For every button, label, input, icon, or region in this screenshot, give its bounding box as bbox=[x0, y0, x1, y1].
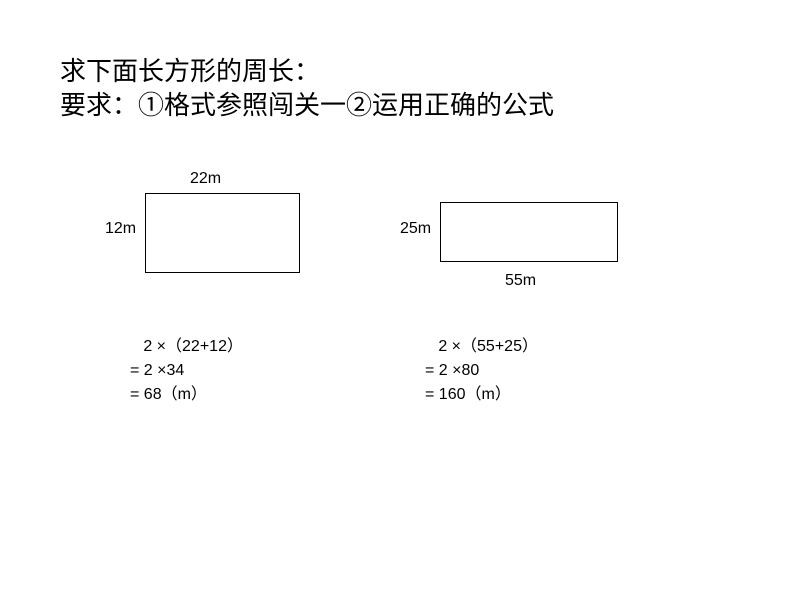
calc2-line3: = 160（m） bbox=[425, 383, 538, 407]
title-line-1: 求下面长方形的周长： bbox=[60, 55, 554, 89]
title-line-2: 要求：①格式参照闯关一②运用正确的公式 bbox=[60, 89, 554, 123]
rect1-top-label: 22m bbox=[190, 170, 221, 188]
rectangle-2 bbox=[440, 202, 618, 262]
rectangle-1 bbox=[145, 193, 300, 273]
calc1-line3: = 68（m） bbox=[130, 383, 243, 407]
calc1-line1: 2 ×（22+12） bbox=[130, 335, 243, 359]
rect2-left-label: 25m bbox=[400, 220, 431, 238]
rect2-bottom-label: 55m bbox=[505, 272, 536, 290]
calc2-line2: = 2 ×80 bbox=[425, 359, 538, 383]
title-block: 求下面长方形的周长： 要求：①格式参照闯关一②运用正确的公式 bbox=[60, 55, 554, 123]
calculation-2: 2 ×（55+25） = 2 ×80 = 160（m） bbox=[425, 335, 538, 407]
rect1-left-label: 12m bbox=[105, 220, 136, 238]
calculation-1: 2 ×（22+12） = 2 ×34 = 68（m） bbox=[130, 335, 243, 407]
calc2-line1: 2 ×（55+25） bbox=[425, 335, 538, 359]
calc1-line2: = 2 ×34 bbox=[130, 359, 243, 383]
